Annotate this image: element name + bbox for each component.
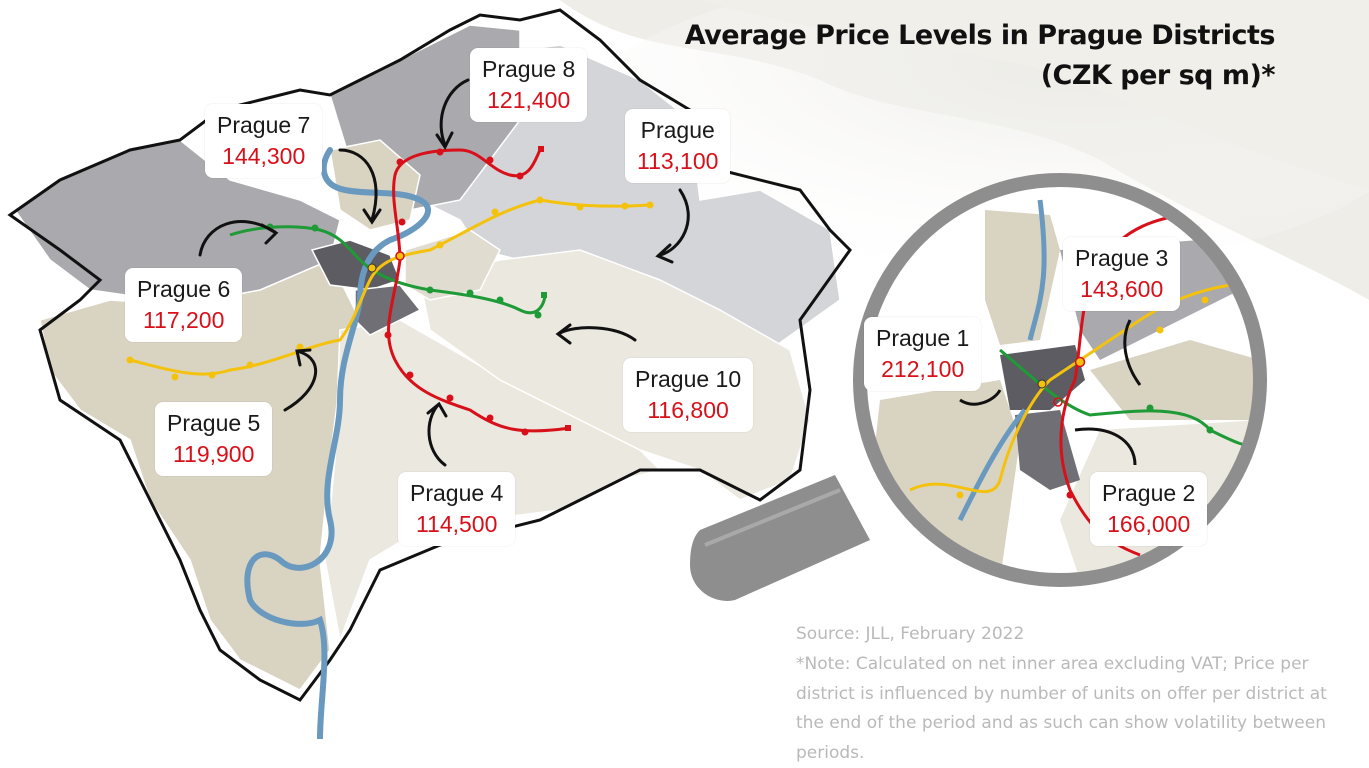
page-subtitle: (CZK per sq m)* [1040,60,1276,91]
label-prague4: Prague 4 114,500 [398,472,516,546]
district-name: Prague 6 [137,276,231,302]
source-note: Source: JLL, February 2022 [796,624,1025,644]
label-prague7: Prague 7 144,300 [205,104,323,178]
pointer-arrow-icon [338,148,378,222]
pointer-arrow-icon [658,188,690,257]
district-price: 119,900 [172,441,255,467]
district-price: 143,600 [1080,276,1164,302]
district-name: Prague 8 [482,56,576,82]
district-prague10 [419,249,811,501]
river-vltava [244,147,431,739]
district-price: 116,800 [647,397,729,423]
city-border [7,8,852,702]
metro-stations [126,146,654,436]
district-name: Prague 3 [1075,245,1169,271]
label-prague5: Prague 5 119,900 [155,402,273,476]
district-price: 113,100 [637,148,719,174]
pointer-arrows [198,78,690,467]
pointer-arrow-icon [427,403,447,467]
metro-line-red [387,148,571,433]
pointer-arrow-icon [558,326,637,342]
district-name: Prague 7 [217,112,311,138]
district-name: Prague 10 [635,366,742,392]
district-price: 212,100 [881,356,965,382]
label-prague10: Prague 10 116,800 [623,358,754,432]
label-prague8: Prague 8 121,400 [470,48,588,122]
label-prague3: Prague 3 143,600 [1063,237,1181,311]
pointer-arrow-icon [439,78,470,147]
label-prague1: Prague 1 212,100 [864,317,982,391]
district-name: Prague 1 [876,325,970,351]
district-price: 121,400 [487,87,571,113]
district-name: Prague 5 [167,410,261,436]
district-name: Prague [640,117,715,143]
page-title: Average Price Levels in Prague Districts [684,20,1276,51]
pointer-arrow-icon [283,350,318,412]
metro-line-green [229,225,547,315]
footnote: *Note: Calculated on net inner area excl… [796,654,1327,763]
district-price: 117,200 [142,307,225,333]
district-name: Prague 4 [410,480,504,506]
district-name: Prague 2 [1102,480,1196,506]
district-price: 166,000 [1107,511,1191,537]
label-prague2: Prague 2 166,000 [1090,472,1208,546]
district-price: 114,500 [415,511,498,537]
label-prague6: Prague 6 117,200 [125,268,243,342]
label-prague9: Prague 113,100 [625,109,731,183]
district-price: 144,300 [222,143,306,169]
